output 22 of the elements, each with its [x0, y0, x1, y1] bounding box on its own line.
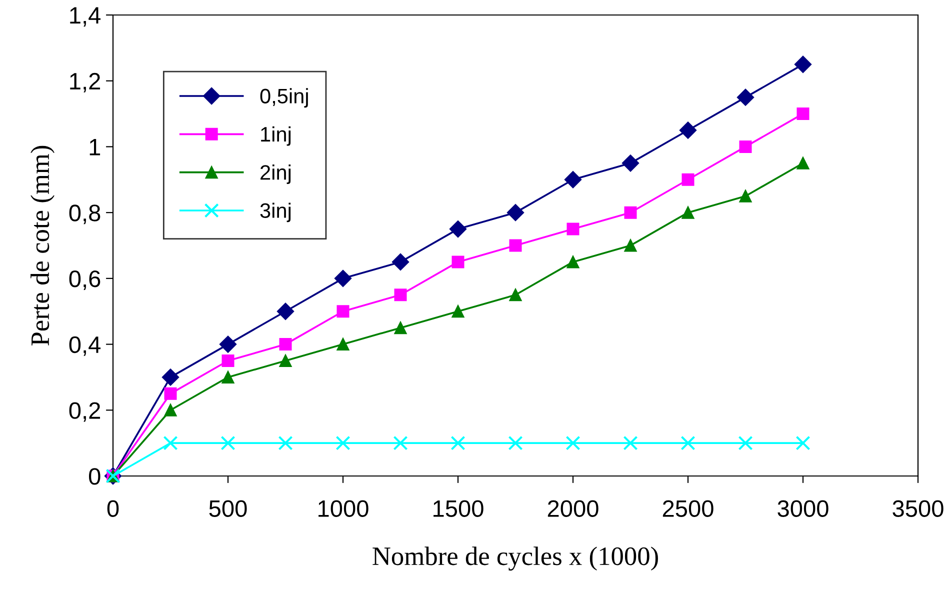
x-tick-label: 2000 [548, 500, 598, 517]
y-tick-label: 0 [88, 468, 100, 485]
x-tick-label: 2500 [662, 500, 714, 517]
legend-label: 0,5inj [260, 88, 308, 108]
legend-label: 2inj [260, 164, 291, 184]
x-tick-label: 3000 [778, 500, 828, 517]
legend-label: 3inj [260, 202, 291, 222]
x-tick-label: 0 [107, 500, 119, 517]
y-tick-label: 0,4 [69, 336, 101, 356]
y-tick-label: 0,2 [69, 402, 100, 422]
y-tick-label: 1 [90, 139, 100, 156]
y-axis-title: Perte de cote (mm) [30, 146, 54, 346]
x-axis-title: Nombre de cycles x (1000) [372, 546, 658, 571]
y-tick-label: 1,2 [70, 72, 100, 92]
x-tick-label: 1000 [318, 500, 368, 517]
y-tick-label: 0,8 [69, 204, 100, 224]
y-tick-label: 1,4 [70, 7, 101, 27]
y-tick-label: 0,6 [69, 270, 100, 290]
x-tick-label: 500 [209, 500, 247, 517]
legend-label: 1inj [261, 126, 291, 146]
x-tick-label: 3500 [892, 500, 944, 517]
x-tick-label: 1500 [434, 500, 484, 517]
